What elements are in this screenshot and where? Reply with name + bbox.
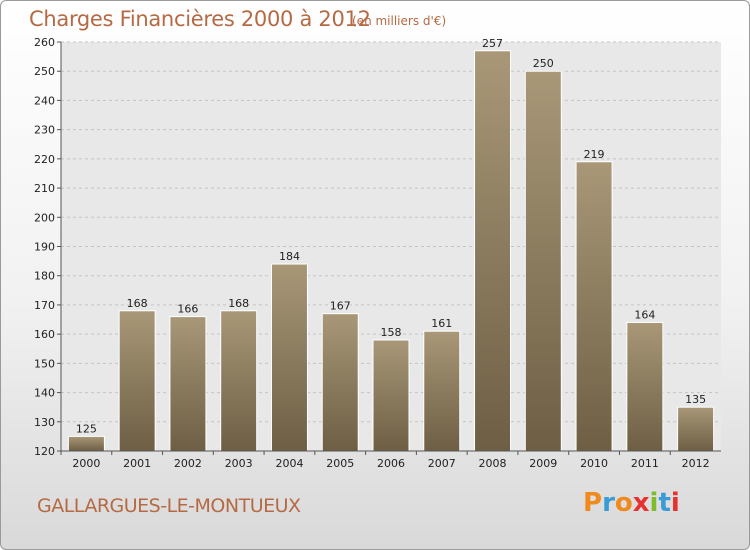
logo-letter: t bbox=[658, 488, 671, 518]
value-label-2012: 135 bbox=[685, 393, 706, 406]
value-label-2009: 250 bbox=[533, 57, 554, 70]
y-tick-label: 230 bbox=[34, 124, 55, 137]
logo-letter: i bbox=[670, 488, 680, 518]
city-name: GALLARGUES-LE-MONTUEUX bbox=[37, 495, 301, 517]
x-tick-label-2012: 2012 bbox=[682, 457, 710, 470]
value-label-2007: 161 bbox=[431, 317, 452, 330]
y-tick-label: 130 bbox=[34, 416, 55, 429]
y-tick-label: 150 bbox=[34, 357, 55, 370]
value-label-2011: 164 bbox=[634, 308, 655, 321]
x-tick-label-2005: 2005 bbox=[326, 457, 354, 470]
value-label-2006: 158 bbox=[381, 326, 402, 339]
bar-2012 bbox=[677, 406, 715, 452]
value-label-2010: 219 bbox=[584, 148, 605, 161]
bar-2001 bbox=[118, 310, 156, 452]
logo-letter: r bbox=[602, 488, 615, 518]
x-tick-label-2010: 2010 bbox=[580, 457, 608, 470]
bars: 125 168 166 168 184 167 158 161 257 250 219 164 135 bbox=[67, 37, 715, 452]
y-tick-label: 240 bbox=[34, 94, 55, 107]
bar-2004 bbox=[270, 263, 308, 452]
value-label-2002: 166 bbox=[177, 303, 198, 316]
bar-2006 bbox=[372, 339, 410, 452]
value-label-2008: 257 bbox=[482, 37, 503, 50]
value-label-2001: 168 bbox=[127, 297, 148, 310]
x-tick-label-2009: 2009 bbox=[529, 457, 557, 470]
proxiti-logo[interactable]: Proxiti bbox=[583, 488, 680, 518]
logo-letter: o bbox=[614, 488, 633, 518]
x-tick-label-2002: 2002 bbox=[174, 457, 202, 470]
y-tick-label: 210 bbox=[34, 182, 55, 195]
bar-2009 bbox=[524, 70, 562, 452]
logo-letter: i bbox=[649, 488, 659, 518]
value-label-2000: 125 bbox=[76, 422, 97, 435]
x-tick-label-2004: 2004 bbox=[275, 457, 303, 470]
y-tick-label: 140 bbox=[34, 387, 55, 400]
bar-2003 bbox=[220, 310, 258, 452]
y-tick-label: 220 bbox=[34, 153, 55, 166]
logo-letter: P bbox=[583, 488, 603, 518]
y-tick-label: 250 bbox=[34, 65, 55, 78]
bar-2007 bbox=[423, 330, 461, 452]
x-tick-label-2001: 2001 bbox=[123, 457, 151, 470]
bar-2005 bbox=[321, 313, 359, 452]
bar-2000 bbox=[67, 435, 105, 452]
bar-2008 bbox=[474, 50, 512, 452]
value-label-2005: 167 bbox=[330, 300, 351, 313]
x-tick-label-2003: 2003 bbox=[225, 457, 253, 470]
y-tick-label: 170 bbox=[34, 299, 55, 312]
x-tick-label-2007: 2007 bbox=[428, 457, 456, 470]
y-tick-label: 190 bbox=[34, 241, 55, 254]
y-tick-label: 260 bbox=[34, 36, 55, 49]
bar-2011 bbox=[626, 321, 664, 452]
logo-letter: x bbox=[632, 488, 650, 518]
chart-subtitle: (en milliers d'€) bbox=[352, 14, 447, 28]
y-tick-label: 120 bbox=[34, 445, 55, 458]
bar-2002 bbox=[169, 316, 207, 452]
x-tick-label-2000: 2000 bbox=[72, 457, 100, 470]
x-tick-label-2011: 2011 bbox=[631, 457, 659, 470]
x-axis: 2000 2001 2002 2003 2004 2005 2006 2007 2008 2009… bbox=[60, 451, 710, 470]
value-label-2004: 184 bbox=[279, 250, 300, 263]
y-tick-label: 160 bbox=[34, 328, 55, 341]
value-label-2003: 168 bbox=[228, 297, 249, 310]
y-tick-label: 180 bbox=[34, 270, 55, 283]
x-tick-label-2008: 2008 bbox=[479, 457, 507, 470]
y-tick-label: 200 bbox=[34, 211, 55, 224]
y-axis: 120 130 140 150 160 170 180 190 200 210 220 230 240 2… bbox=[34, 36, 61, 458]
x-tick-label-2006: 2006 bbox=[377, 457, 405, 470]
bar-2010 bbox=[575, 161, 613, 452]
chart-title: Charges Financières 2000 à 2012 bbox=[29, 7, 371, 31]
